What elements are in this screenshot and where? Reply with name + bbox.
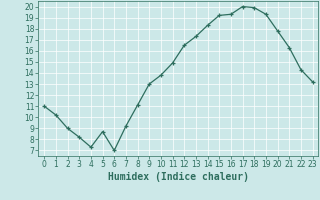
X-axis label: Humidex (Indice chaleur): Humidex (Indice chaleur) bbox=[108, 172, 249, 182]
